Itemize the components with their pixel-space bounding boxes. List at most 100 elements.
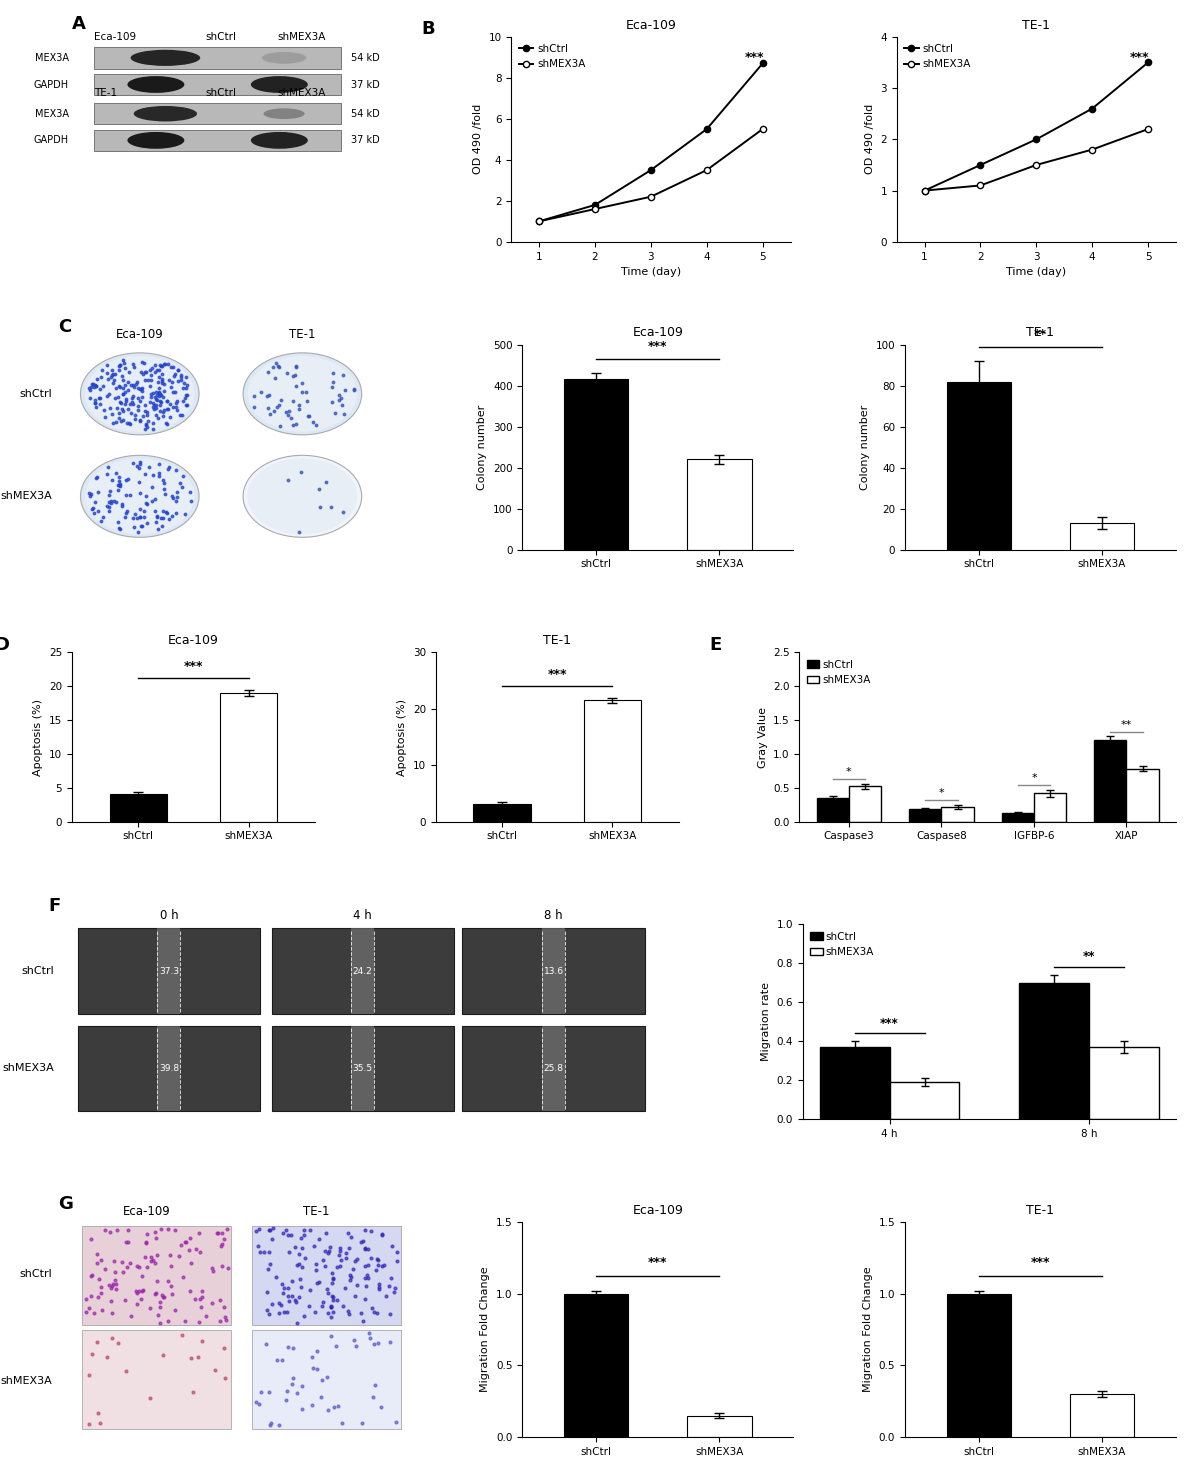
Bar [78, 1026, 260, 1111]
Text: shCtrl: shCtrl [19, 1269, 52, 1278]
Line: shMEX3A: shMEX3A [922, 125, 1151, 193]
Bar [94, 130, 341, 152]
Bar [564, 379, 629, 550]
Title: Eca-109: Eca-109 [168, 634, 218, 647]
X-axis label: Time (day): Time (day) [1007, 267, 1067, 277]
Text: TE-1: TE-1 [94, 88, 118, 97]
Text: 24.2: 24.2 [353, 967, 372, 976]
shCtrl [1030, 131, 1044, 149]
shMEX3A [532, 212, 546, 230]
Text: 37.3: 37.3 [158, 967, 179, 976]
shCtrl [1085, 100, 1099, 118]
Bar [82, 1330, 232, 1428]
Bar [1019, 983, 1090, 1119]
Ellipse shape [85, 458, 194, 534]
Legend: shCtrl, shMEX3A: shCtrl, shMEX3A [808, 930, 876, 960]
Text: ***: *** [744, 50, 764, 63]
Y-axis label: Colony number: Colony number [478, 404, 487, 489]
Bar [271, 1026, 454, 1111]
Text: ***: *** [1031, 1256, 1050, 1269]
Bar [271, 929, 454, 1014]
shCtrl [756, 55, 770, 72]
Bar [1090, 1047, 1159, 1119]
Bar [109, 794, 167, 821]
Legend: shCtrl, shMEX3A: shCtrl, shMEX3A [805, 657, 872, 687]
Text: Eca-109: Eca-109 [94, 32, 137, 41]
Y-axis label: Apoptosis (%): Apoptosis (%) [397, 699, 407, 775]
Bar [910, 809, 942, 821]
shMEX3A [588, 200, 602, 218]
Text: 25.8: 25.8 [544, 1064, 564, 1073]
Text: 13.6: 13.6 [544, 967, 564, 976]
Text: MEX3A: MEX3A [35, 53, 68, 63]
Text: shMEX3A: shMEX3A [2, 1063, 55, 1073]
Text: D: D [0, 635, 10, 653]
Text: F: F [49, 896, 61, 915]
Text: 39.8: 39.8 [158, 1064, 179, 1073]
Ellipse shape [133, 106, 197, 121]
Bar [1070, 523, 1134, 550]
shCtrl [700, 121, 714, 139]
Ellipse shape [262, 52, 306, 63]
Text: E: E [709, 635, 721, 653]
Text: shMEX3A: shMEX3A [277, 88, 326, 97]
Text: shCtrl: shCtrl [205, 88, 236, 97]
Text: G: G [59, 1195, 73, 1213]
Bar [252, 1330, 401, 1428]
Y-axis label: Colony number: Colony number [860, 404, 870, 489]
Title: TE-1: TE-1 [1026, 326, 1055, 339]
Bar [94, 103, 341, 124]
Bar [564, 1294, 629, 1437]
Ellipse shape [251, 133, 308, 149]
Bar [352, 929, 374, 1014]
shMEX3A [1030, 156, 1044, 174]
Bar [78, 929, 260, 1014]
Ellipse shape [131, 50, 200, 66]
Text: *: * [938, 789, 944, 797]
Ellipse shape [80, 455, 199, 538]
Bar [252, 1226, 401, 1325]
shMEX3A [756, 121, 770, 139]
Y-axis label: Migration rate: Migration rate [761, 982, 770, 1061]
Ellipse shape [247, 458, 358, 534]
Title: Eca-109: Eca-109 [632, 1204, 683, 1216]
Text: 8 h: 8 h [545, 909, 563, 923]
Bar [688, 460, 751, 550]
Title: TE-1: TE-1 [544, 634, 571, 647]
shMEX3A [1085, 140, 1099, 158]
Text: TE-1: TE-1 [289, 327, 316, 340]
Bar [1070, 1394, 1134, 1437]
Bar [1094, 740, 1127, 821]
Bar [462, 1026, 644, 1111]
Ellipse shape [244, 352, 361, 435]
Ellipse shape [85, 355, 194, 432]
Text: TE-1: TE-1 [302, 1204, 329, 1218]
Bar [942, 806, 974, 821]
Bar [542, 1026, 565, 1111]
Bar [82, 1226, 232, 1325]
Title: TE-1: TE-1 [1026, 1204, 1055, 1216]
Y-axis label: Apoptosis (%): Apoptosis (%) [34, 699, 43, 775]
shMEX3A [700, 161, 714, 178]
Ellipse shape [264, 108, 305, 119]
Text: shMEX3A: shMEX3A [277, 32, 326, 41]
Text: *: * [1031, 772, 1037, 783]
Bar [94, 74, 341, 96]
Line: shMEX3A: shMEX3A [536, 125, 766, 224]
Bar [1002, 814, 1034, 821]
Bar [1034, 793, 1067, 821]
Bar [473, 803, 530, 821]
Line: shCtrl: shCtrl [922, 59, 1151, 193]
Text: **: ** [1121, 719, 1132, 730]
Ellipse shape [244, 455, 361, 538]
Text: GAPDH: GAPDH [34, 136, 68, 146]
Bar [889, 1082, 960, 1119]
Text: A: A [72, 15, 86, 32]
shCtrl [643, 161, 658, 178]
Text: **: ** [1082, 951, 1096, 964]
Text: C: C [59, 318, 72, 336]
Text: Eca-109: Eca-109 [122, 1204, 170, 1218]
Ellipse shape [251, 77, 308, 93]
Bar [816, 797, 848, 821]
Text: shCtrl: shCtrl [19, 389, 52, 399]
